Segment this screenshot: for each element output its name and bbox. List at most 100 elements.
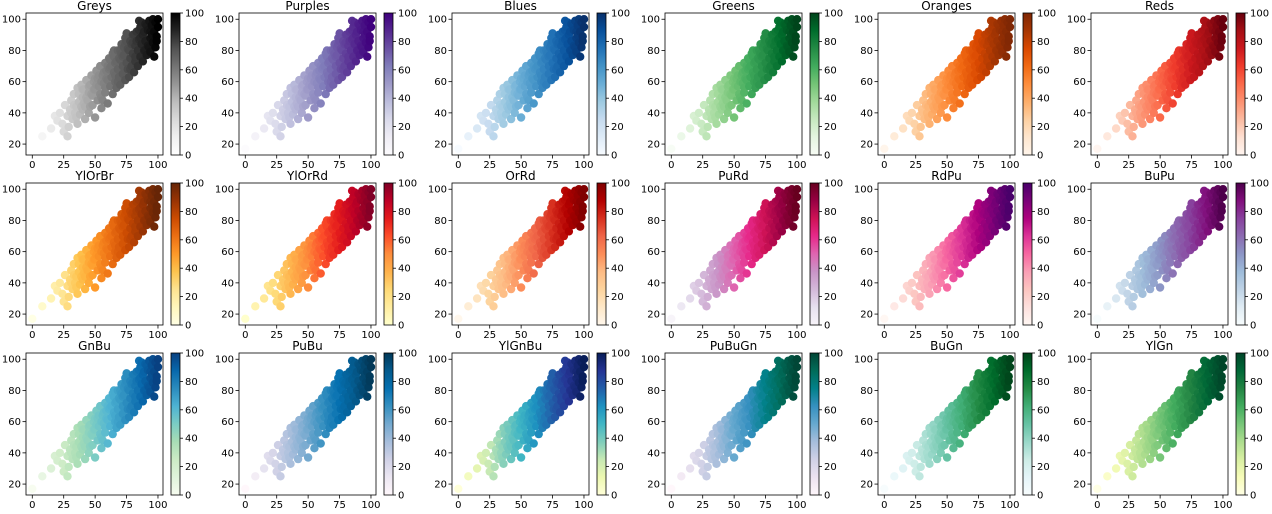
x-tick-label: 0 [1094,160,1100,171]
data-point [58,289,67,298]
data-point [880,144,889,153]
x-tick-label: 50 [941,160,954,171]
colorbar-tick-label: 100 [398,9,417,20]
data-point [949,104,958,113]
y-tick-label: 80 [434,216,447,227]
panel-title: Greys [77,0,112,13]
colorbar-tick-label: 0 [185,491,191,502]
y-tick-label: 20 [1073,480,1086,491]
data-point [1162,104,1171,113]
data-point [898,464,908,473]
data-point [936,278,945,288]
colorbar-tick-label: 80 [398,377,411,388]
colorbar-tick-label: 80 [398,207,411,218]
data-point [949,274,958,283]
data-point [925,289,934,298]
data-point [516,453,526,462]
y-tick-label: 20 [1073,310,1086,321]
colorbar-tick-label: 100 [1037,179,1056,190]
colorbar-tick-label: 60 [611,65,624,76]
axes-frame [664,12,803,156]
data-point [910,289,919,298]
data-point [791,206,800,216]
x-tick-label: 0 [242,330,248,341]
data-point [890,472,899,481]
colorbar-tick-label: 40 [611,434,624,445]
x-tick-label: 0 [29,330,35,341]
data-point [736,104,745,113]
colorbar-tick-label: 20 [185,122,198,133]
colorbar-tick-label: 40 [185,94,198,105]
data-point [792,192,802,202]
data-point [303,283,313,292]
data-point [1138,289,1147,298]
data-point [792,355,802,364]
colorbar-tick-label: 60 [398,235,411,246]
scatter-points [241,355,376,493]
data-point [28,314,37,323]
data-point [697,289,706,298]
axes-frame [238,182,377,326]
data-point [955,269,964,278]
x-tick-label: 25 [696,160,709,171]
y-tick-label: 100 [854,185,873,196]
colorbar-tick-label: 40 [824,264,837,275]
data-point [108,259,117,269]
panel-rdpu: RdPu 0 25 50 75 100 20 40 60 80 100 0 20 40 60 80 100 [854,169,1056,341]
panel-title: YlGnBu [498,339,542,353]
colorbar-tick-label: 40 [185,264,198,275]
data-point [910,459,919,468]
data-point [293,284,303,294]
data-point [792,185,802,194]
data-point [108,429,117,439]
data-point [271,289,280,298]
y-tick-label: 100 [428,15,447,26]
data-point [702,472,711,481]
data-point [723,108,732,118]
y-tick-label: 20 [647,140,660,151]
axes-frame [25,352,164,496]
data-point [366,192,376,202]
colorbar-tick-label: 60 [1250,405,1263,416]
y-tick-label: 60 [647,247,660,258]
colorbar-tick-label: 0 [824,491,830,502]
y-tick-label: 80 [8,386,21,397]
data-point [1145,454,1155,464]
data-point [1217,36,1226,46]
panel-title: PuRd [718,169,749,183]
data-point [454,314,463,323]
data-point [1215,52,1224,61]
x-tick-label: 0 [881,500,887,511]
colorbar-tick-label: 60 [824,235,837,246]
colorbar [596,12,607,156]
data-point [316,269,325,278]
data-point [1005,355,1015,364]
x-tick-label: 75 [759,330,772,341]
panel-title: GnBu [78,339,111,353]
colorbar [170,12,181,156]
y-tick-label: 80 [647,216,660,227]
x-tick-label: 75 [759,160,772,171]
data-point [153,355,163,364]
colorbar-tick-label: 0 [185,321,191,332]
x-tick-label: 100 [1213,500,1232,511]
scatter-points [667,15,802,153]
data-point [791,36,800,46]
panel-blues: Blues 0 25 50 75 100 20 40 60 80 100 0 20 40 60 80 100 [428,0,630,171]
data-point [1120,108,1130,118]
y-tick-label: 40 [434,108,447,119]
data-point [1002,392,1011,401]
data-point [153,185,163,194]
panel-ylorbr: YlOrBr 0 25 50 75 100 20 40 60 80 100 0 20 40 60 80 100 [2,169,204,341]
panel-title: YlOrBr [74,169,113,183]
colorbar-tick-label: 40 [824,94,837,105]
data-point [103,99,112,108]
x-tick-label: 75 [333,500,346,511]
data-point [73,459,82,468]
data-point [1218,362,1228,372]
colorbar-tick-label: 20 [398,292,411,303]
colorbar-tick-label: 100 [824,9,843,20]
data-point [712,289,721,298]
colorbar [1022,352,1033,496]
panel-ylorrd: YlOrRd 0 25 50 75 100 20 40 60 80 100 0 20 40 60 80 100 [215,169,417,341]
